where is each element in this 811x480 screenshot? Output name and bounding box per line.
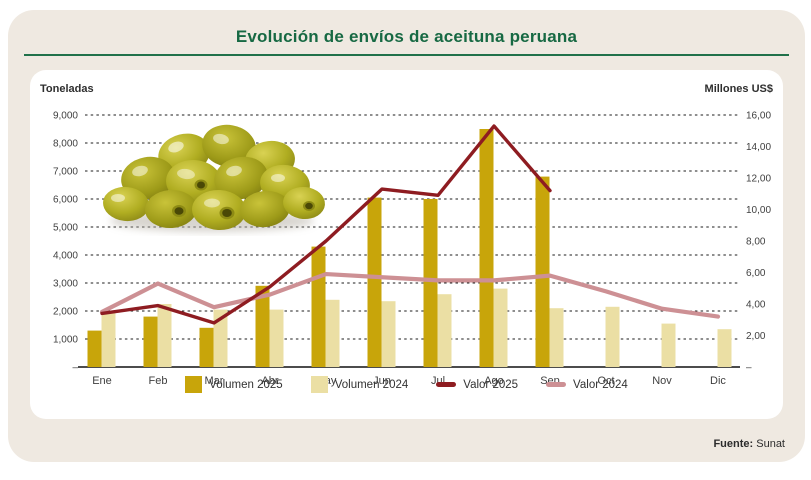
combo-chart: 9,000 8,000 7,000 6,000 5,000 4,000 3,000 2,000… [53, 111, 771, 388]
bar-volumen-2025-ene [87, 330, 102, 367]
chart-legend: Volumen 2025 Volumen 2024 Valor 2025 Valor … [30, 376, 783, 393]
y-tick-left: 8,000 [53, 139, 78, 150]
legend-label-valor-2025: Valor 2025 [463, 378, 519, 391]
y-tick-left: 5,000 [53, 223, 78, 234]
x-tick-feb: Feb [149, 375, 168, 387]
bar-volumen-2025-jul [423, 199, 438, 367]
axis-titles-row: Toneladas Millones US$ [40, 83, 773, 95]
legend-item-volumen-2025: Volumen 2025 [185, 376, 283, 393]
right-axis-title: Millones US$ [704, 83, 773, 95]
bar-volumen-2024-oct [605, 306, 620, 367]
bar-volumen-2025-sep [535, 176, 550, 367]
y-tick-left: 2,000 [53, 307, 78, 318]
legend-swatch-valor-2025 [436, 382, 457, 387]
y-tick-right: 8,00 [746, 237, 766, 248]
bar-volumen-2024-mar [213, 309, 228, 367]
x-tick-nov: Nov [652, 375, 672, 387]
y-tick-left: 6,000 [53, 195, 78, 206]
legend-swatch-volumen-2024 [310, 376, 328, 393]
bar-volumen-2024-jul [437, 294, 452, 367]
y-tick-right: 12,00 [746, 174, 771, 185]
bar-volumen-2025-mar [199, 327, 214, 367]
bar-volumen-2024-abr [269, 309, 284, 367]
source-label: Fuente: [713, 438, 754, 450]
y-tick-right: 2,00 [746, 331, 766, 342]
bar-volumen-2024-feb [157, 304, 172, 367]
bar-volumen-2025-ago [479, 129, 494, 367]
legend-label-valor-2024: Valor 2024 [573, 378, 628, 391]
legend-swatch-valor-2024 [546, 382, 567, 387]
y-tick-right: 10,00 [746, 205, 771, 216]
y-tick-right: 4,00 [746, 300, 766, 311]
report-card: Evolución de envíos de aceituna peruana … [8, 10, 805, 462]
source-value: Sunat [753, 438, 785, 450]
chart-panel: Toneladas Millones US$ 9,000 8,000 7,000 6,… [30, 70, 783, 419]
y-tick-left: – [72, 363, 78, 374]
legend-item-valor-2024: Valor 2024 [546, 379, 628, 391]
line-valor-2024 [99, 271, 721, 319]
legend-swatch-volumen-2025 [185, 376, 203, 393]
line-valor-2025 [100, 124, 552, 325]
bar-volumen-2024-nov [661, 323, 676, 367]
legend-item-volumen-2024: Volumen 2024 [310, 376, 409, 393]
bar-volumen-2025-abr [255, 285, 270, 367]
x-tick-dic: Dic [710, 375, 726, 387]
x-tick-ene: Ene [92, 375, 112, 387]
x-tick-jun: Jun [373, 375, 391, 387]
y-tick-left: 3,000 [53, 279, 78, 290]
bar-volumen-2024-dic [717, 329, 732, 367]
x-tick-oct: Oct [597, 375, 614, 387]
chart-title: Evolución de envíos de aceituna peruana [235, 27, 578, 46]
y-tick-right: 6,00 [746, 268, 766, 279]
bar-volumen-2025-may [311, 246, 326, 367]
x-tick-abr: Abr [261, 375, 278, 387]
x-tick-ago: Ago [484, 375, 504, 387]
bar-volumen-2024-may [325, 299, 340, 367]
bar-volumen-2025-feb [143, 316, 158, 367]
x-tick-mar: Mar [205, 375, 224, 387]
legend-label-volumen-2025: Volumen 2025 [209, 378, 283, 391]
source-note: Fuente: Sunat [713, 438, 785, 450]
legend-label-volumen-2024: Volumen 2024 [334, 378, 409, 391]
bar-volumen-2024-ene [101, 312, 116, 367]
y-tick-right: – [746, 363, 752, 374]
y-tick-right: 14,00 [746, 142, 771, 153]
bar-volumen-2024-sep [549, 308, 564, 367]
y-tick-left: 1,000 [53, 335, 78, 346]
y-tick-left: 4,000 [53, 251, 78, 262]
y-tick-left: 7,000 [53, 167, 78, 178]
bar-volumen-2025-jun [367, 197, 382, 367]
legend-item-valor-2025: Valor 2025 [436, 379, 518, 391]
chart-area: 9,000 8,000 7,000 6,000 5,000 4,000 3,000 2,000… [30, 100, 783, 400]
y-tick-right: 16,00 [746, 111, 771, 122]
bar-volumen-2024-jun [381, 301, 396, 367]
y-tick-left: 9,000 [53, 111, 78, 122]
bar-volumen-2024-ago [493, 288, 508, 367]
left-axis-title: Toneladas [40, 83, 94, 95]
title-underline [24, 54, 789, 56]
